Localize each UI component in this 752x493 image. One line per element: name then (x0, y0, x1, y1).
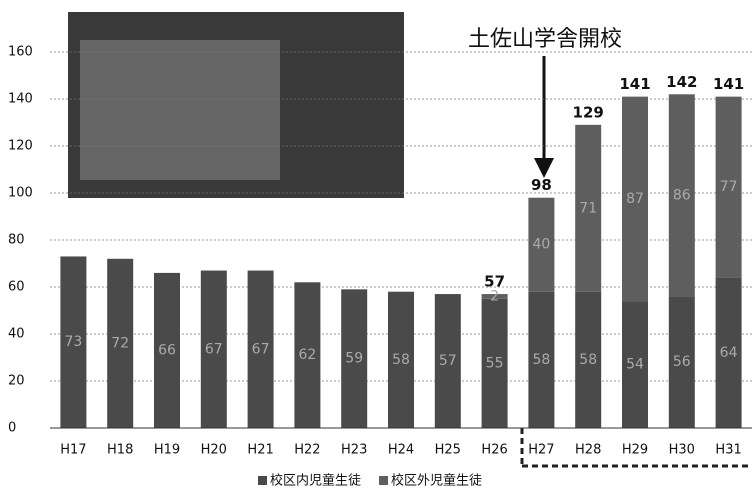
bar-segment (715, 96, 742, 278)
x-tick-label: H23 (341, 443, 367, 458)
y-tick-label: 80 (8, 233, 25, 248)
x-tick-label: H21 (247, 443, 273, 458)
x-tick-label: H28 (575, 443, 601, 458)
y-tick-label: 100 (8, 186, 33, 201)
value-label: 58 (532, 352, 550, 368)
photo-detail (80, 40, 280, 180)
y-tick-label: 120 (8, 139, 33, 154)
bar-segment (60, 256, 87, 428)
total-label: 141 (713, 75, 744, 93)
bar-segment (200, 270, 227, 428)
total-label: 129 (573, 103, 604, 121)
x-tick-label: H27 (528, 443, 554, 458)
value-label: 66 (158, 342, 176, 358)
value-label: 86 (673, 187, 691, 203)
y-tick-label: 140 (8, 92, 33, 107)
value-label: 57 (439, 353, 457, 369)
value-label: 58 (392, 352, 410, 368)
x-tick-label: H19 (154, 443, 180, 458)
bar-segment (388, 291, 414, 428)
legend-label: 校区内児童生徒 (270, 473, 361, 489)
total-label: 98 (531, 176, 552, 194)
value-label: 67 (252, 341, 270, 357)
value-label: 64 (720, 345, 738, 361)
x-tick-label: H29 (622, 443, 648, 458)
value-label: 56 (673, 354, 691, 370)
bar-segment (528, 291, 555, 428)
bar-segment (481, 294, 508, 299)
y-tick-label: 60 (8, 280, 25, 295)
value-label: 67 (205, 341, 223, 357)
bar-segment (481, 298, 508, 428)
x-tick-label: H17 (60, 443, 86, 458)
bar-segment (668, 296, 695, 428)
legend-swatch (379, 476, 389, 485)
value-label: 55 (486, 355, 504, 371)
bar-segment (247, 270, 274, 428)
bar-segment (622, 96, 648, 302)
bar-segment (341, 289, 368, 428)
y-tick-label: 160 (8, 45, 33, 60)
value-label: 73 (64, 334, 82, 350)
legend-swatch (258, 476, 267, 485)
value-label: 77 (720, 179, 738, 195)
x-tick-label: H22 (294, 443, 320, 458)
value-label: 59 (345, 351, 363, 367)
bar-segment (434, 294, 461, 428)
bar-segment (622, 301, 648, 428)
value-label: 72 (111, 335, 129, 351)
total-label: 141 (619, 75, 650, 93)
value-label: 40 (532, 237, 550, 253)
total-label: 57 (484, 273, 505, 291)
x-tick-label: H20 (201, 443, 227, 458)
bar-segment (528, 197, 555, 292)
arrow-head (534, 158, 554, 178)
x-tick-label: H26 (481, 443, 507, 458)
value-label: 62 (298, 347, 316, 363)
x-tick-label: H30 (669, 443, 695, 458)
bar-segment (154, 272, 180, 428)
annotation: 土佐山学舎開校 (468, 27, 622, 52)
bar-segment (715, 277, 742, 428)
bar-segment (107, 258, 134, 428)
x-tick-label: H25 (435, 443, 461, 458)
x-tick-label: H18 (107, 443, 133, 458)
value-label: 87 (626, 191, 644, 207)
bar-segment (575, 124, 602, 292)
bar-segment (294, 282, 321, 428)
y-tick-label: 20 (8, 374, 25, 389)
y-tick-label: 40 (8, 327, 25, 342)
value-label: 58 (579, 352, 597, 368)
value-label: 71 (579, 200, 597, 216)
x-tick-label: H24 (388, 443, 414, 458)
y-tick-label: 0 (8, 421, 16, 436)
legend-label: 校区外児童生徒 (391, 473, 482, 489)
value-label: 2 (490, 288, 499, 304)
x-tick-label: H31 (715, 443, 741, 458)
value-label: 54 (626, 357, 644, 373)
bar-segment (575, 291, 602, 428)
total-label: 142 (666, 73, 697, 91)
bar-segment (668, 94, 695, 297)
